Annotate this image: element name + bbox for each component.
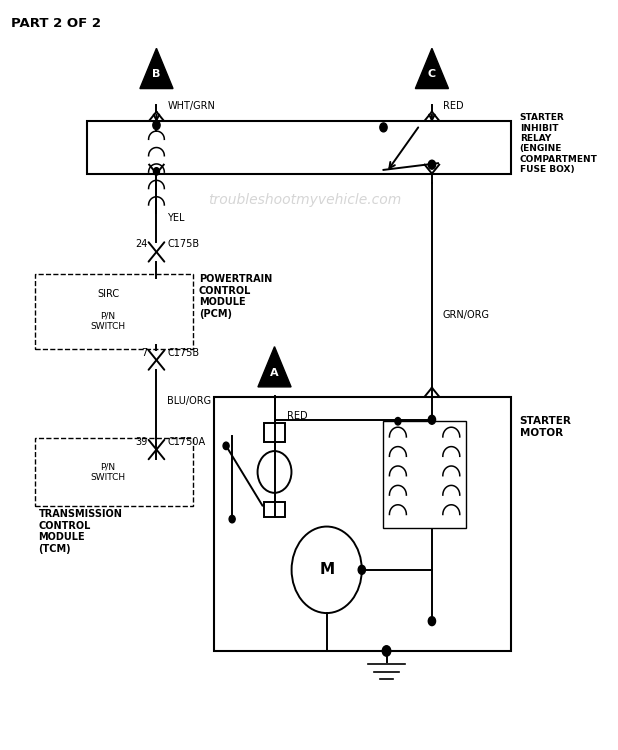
Text: STARTER
MOTOR: STARTER MOTOR xyxy=(520,416,572,437)
Circle shape xyxy=(428,416,436,424)
Bar xyxy=(87,122,510,174)
Text: P/N
SWITCH: P/N SWITCH xyxy=(90,311,125,331)
Text: 7: 7 xyxy=(141,348,147,358)
Text: GRN/ORG: GRN/ORG xyxy=(443,310,490,320)
Text: M: M xyxy=(319,562,334,578)
Circle shape xyxy=(358,566,365,574)
Text: A: A xyxy=(270,368,279,378)
Circle shape xyxy=(153,121,160,130)
Text: 39: 39 xyxy=(135,437,147,447)
Text: PART 2 OF 2: PART 2 OF 2 xyxy=(11,17,101,30)
Text: TRANSMISSION
CONTROL
MODULE
(TCM): TRANSMISSION CONTROL MODULE (TCM) xyxy=(38,509,122,554)
Text: C175B: C175B xyxy=(167,348,200,358)
Text: YEL: YEL xyxy=(167,213,185,223)
Text: C175B: C175B xyxy=(167,239,200,250)
Text: WHT/GRN: WHT/GRN xyxy=(167,100,215,111)
Text: BLU/ORG: BLU/ORG xyxy=(167,396,211,406)
Text: troubleshootmyvehicle.com: troubleshootmyvehicle.com xyxy=(208,193,402,207)
Text: 24: 24 xyxy=(135,239,147,250)
Circle shape xyxy=(229,515,235,523)
Text: B: B xyxy=(152,70,161,80)
FancyBboxPatch shape xyxy=(35,439,193,506)
Text: C: C xyxy=(428,70,436,80)
Text: POWERTRAIN
CONTROL
MODULE
(PCM): POWERTRAIN CONTROL MODULE (PCM) xyxy=(199,274,272,319)
Circle shape xyxy=(258,451,292,493)
Circle shape xyxy=(292,526,362,613)
Circle shape xyxy=(428,616,436,626)
Bar xyxy=(383,422,467,528)
FancyBboxPatch shape xyxy=(35,274,193,349)
Text: C1750A: C1750A xyxy=(167,437,205,447)
Circle shape xyxy=(153,168,159,175)
Bar xyxy=(264,424,286,442)
Text: P/N
SWITCH: P/N SWITCH xyxy=(90,462,125,482)
Bar xyxy=(264,502,286,517)
Text: RED: RED xyxy=(287,411,307,421)
Circle shape xyxy=(380,123,387,132)
Text: STARTER
INHIBIT
RELAY
(ENGINE
COMPARTMENT
FUSE BOX): STARTER INHIBIT RELAY (ENGINE COMPARTMEN… xyxy=(520,113,598,174)
Bar xyxy=(214,398,510,651)
Text: troubleshootmyvehicle.com: troubleshootmyvehicle.com xyxy=(256,495,450,508)
Polygon shape xyxy=(415,48,449,88)
Circle shape xyxy=(428,160,436,170)
Circle shape xyxy=(395,418,401,425)
Text: SIRC: SIRC xyxy=(97,290,119,299)
Text: RED: RED xyxy=(443,100,464,111)
Polygon shape xyxy=(258,346,291,387)
Circle shape xyxy=(223,442,229,449)
Circle shape xyxy=(383,646,391,656)
Polygon shape xyxy=(140,48,173,88)
